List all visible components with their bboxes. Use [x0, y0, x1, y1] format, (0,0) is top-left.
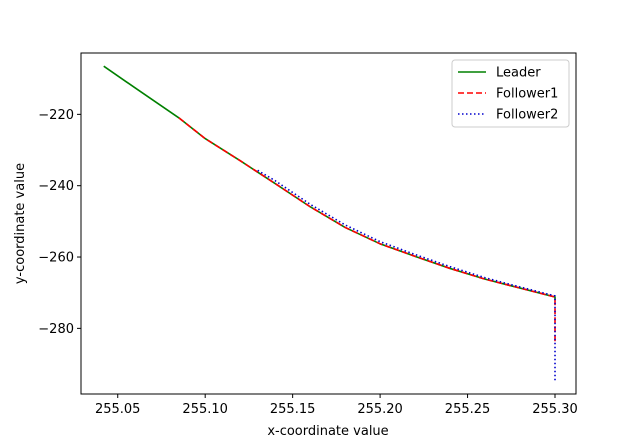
series-line-2: [178, 117, 556, 345]
y-axis-label: y-coordinate value: [13, 163, 28, 284]
x-tick-label: 255.05: [95, 402, 141, 417]
legend: Leader Follower1 Follower2: [451, 59, 570, 128]
y-tick-label: −240: [38, 179, 74, 194]
x-tick-label: 255.20: [357, 402, 403, 417]
legend-label-3: Follower2: [496, 108, 558, 123]
x-tick-label: 255.15: [270, 402, 316, 417]
y-tick-label: −260: [38, 251, 74, 266]
x-axis-label: x-coordinate value: [267, 424, 388, 439]
x-tick-label: 255.30: [532, 402, 578, 417]
legend-box: [451, 59, 570, 128]
legend-label-1: Leader: [496, 66, 541, 81]
plot-frame: [80, 52, 577, 395]
x-tick-label: 255.25: [445, 402, 491, 417]
y-tick-label: −280: [38, 322, 74, 337]
series-line-3: [257, 169, 556, 382]
plot-layer: [103, 65, 556, 382]
axes-layer: 255.05 255.10 255.15 255.20 255.25 255.30 −220…: [38, 52, 578, 417]
legend-label-2: Follower1: [496, 87, 558, 102]
x-tick-label: 255.10: [182, 402, 228, 417]
y-tick-label: −220: [38, 108, 74, 123]
